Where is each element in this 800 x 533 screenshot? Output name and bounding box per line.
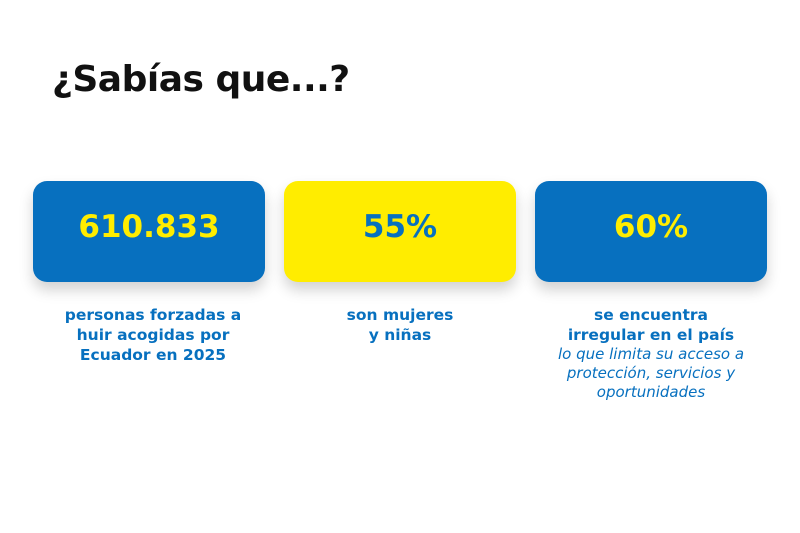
stat-value-displaced-persons: 610.833 [78,209,220,245]
caption-line: Ecuador en 2025 [79,346,227,364]
caption-note-line: lo que limita su acceso a [557,345,745,363]
stat-caption-women-girls: son mujeres y niñas [284,305,516,345]
caption-line: personas forzadas a [64,306,242,324]
stat-card-displaced-persons: 610.833 [33,181,265,282]
stat-value-women-girls: 55% [362,209,438,245]
page-title: ¿Sabías que...? [52,59,350,100]
caption-line: irregular en el país [567,326,735,344]
caption-note-line: oportunidades [596,383,706,401]
stat-card-irregular-status: 60% [535,181,767,282]
caption-line: son mujeres [346,306,454,324]
stat-card-women-girls: 55% [284,181,516,282]
caption-note-line: protección, servicios y [566,364,736,382]
stat-caption-irregular-status: se encuentra irregular en el país lo que… [535,305,767,402]
caption-line: se encuentra [594,306,708,324]
stat-caption-displaced-persons: personas forzadas a huir acogidas por Ec… [37,305,269,365]
caption-line: huir acogidas por [76,326,230,344]
stat-value-irregular-status: 60% [613,209,689,245]
caption-line: y niñas [368,326,432,344]
